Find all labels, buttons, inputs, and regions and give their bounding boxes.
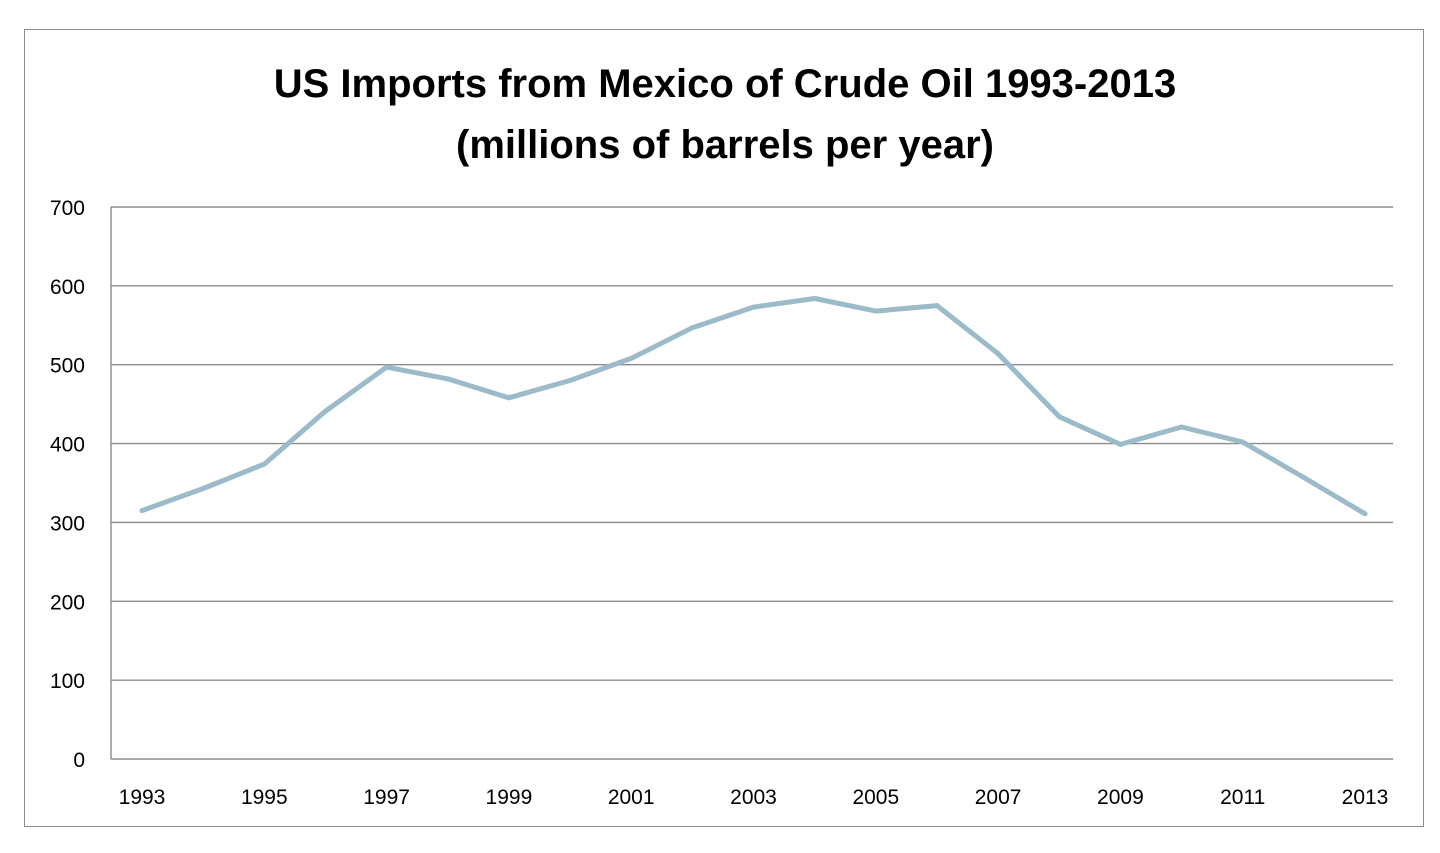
y-tick-label-300: 300: [50, 512, 85, 535]
x-tick-label-2003: 2003: [730, 786, 777, 809]
data-point-1993: [139, 508, 145, 514]
y-tick-label-0: 0: [73, 749, 85, 772]
x-tick-label-2007: 2007: [975, 786, 1022, 809]
data-point-2006: [934, 303, 940, 309]
y-tick-label-700: 700: [50, 197, 85, 220]
y-tick-label-200: 200: [50, 591, 85, 614]
x-tick-label-2005: 2005: [852, 786, 899, 809]
x-tick-label-1993: 1993: [119, 786, 166, 809]
series-line-0: [139, 296, 1368, 517]
x-tick-label-2013: 2013: [1342, 786, 1389, 809]
y-tick-label-100: 100: [50, 670, 85, 693]
data-point-2000: [567, 377, 573, 383]
axes: [110, 207, 1393, 760]
data-point-1998: [445, 376, 451, 382]
data-point-1997: [384, 364, 390, 370]
y-tick-label-600: 600: [50, 276, 85, 299]
x-tick-label-2001: 2001: [608, 786, 655, 809]
data-point-2008: [1056, 414, 1062, 420]
y-axis-tick-labels: 0 100 200 300 400 500 600 700: [50, 197, 85, 772]
data-point-2003: [751, 304, 756, 310]
data-point-2001: [628, 355, 634, 361]
x-tick-label-1997: 1997: [363, 786, 410, 809]
series-layer: [139, 295, 1368, 517]
x-tick-label-2009: 2009: [1097, 786, 1144, 809]
data-point-1995: [261, 461, 267, 467]
data-point-1996: [322, 408, 328, 414]
data-point-2012: [1301, 474, 1307, 480]
y-tick-label-500: 500: [50, 355, 85, 378]
data-point-2010: [1179, 424, 1185, 430]
chart-subtitle: (millions of barrels per year): [456, 123, 994, 167]
data-point-2005: [873, 308, 879, 314]
chart-frame: US Imports from Mexico of Crude Oil 1993…: [24, 29, 1424, 827]
x-axis-tick-labels: 1993 1995 1997 1999 2001 2003 2005 2007 2009 2011…: [119, 786, 1389, 809]
data-point-1994: [200, 486, 206, 492]
chart-title: US Imports from Mexico of Crude Oil 1993…: [274, 62, 1176, 106]
data-point-2011: [1240, 439, 1246, 445]
data-point-2009: [1117, 441, 1123, 447]
y-tick-label-400: 400: [50, 434, 85, 457]
x-tick-label-1995: 1995: [241, 786, 288, 809]
line-chart: US Imports from Mexico of Crude Oil 1993…: [50, 62, 1393, 809]
data-point-2002: [689, 325, 695, 331]
x-tick-label-1999: 1999: [486, 786, 533, 809]
data-point-1999: [506, 395, 512, 401]
grid-lines: [111, 206, 1393, 681]
data-point-2004: [812, 295, 818, 301]
data-point-2013: [1362, 511, 1368, 517]
data-point-2007: [995, 351, 1001, 357]
x-tick-label-2011: 2011: [1220, 786, 1265, 809]
